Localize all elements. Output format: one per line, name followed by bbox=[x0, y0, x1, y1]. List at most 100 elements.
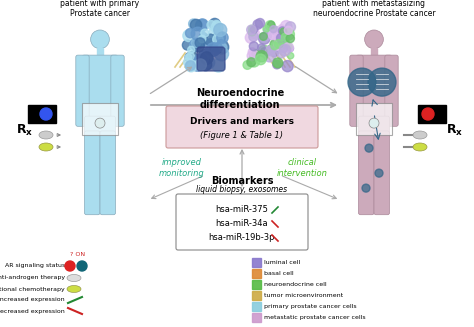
FancyBboxPatch shape bbox=[197, 47, 225, 71]
Circle shape bbox=[243, 60, 252, 69]
Circle shape bbox=[264, 27, 270, 34]
Circle shape bbox=[263, 26, 270, 32]
Bar bbox=[28, 105, 56, 123]
Circle shape bbox=[283, 31, 290, 38]
Circle shape bbox=[213, 34, 223, 44]
Circle shape bbox=[214, 24, 227, 36]
Circle shape bbox=[281, 21, 292, 32]
Circle shape bbox=[253, 20, 263, 29]
Circle shape bbox=[185, 61, 195, 71]
Circle shape bbox=[91, 30, 109, 49]
Circle shape bbox=[215, 47, 228, 61]
FancyBboxPatch shape bbox=[350, 55, 363, 126]
Circle shape bbox=[250, 50, 258, 58]
Circle shape bbox=[185, 54, 192, 61]
Circle shape bbox=[191, 59, 203, 71]
Circle shape bbox=[274, 40, 283, 48]
Circle shape bbox=[281, 33, 290, 42]
Circle shape bbox=[278, 25, 284, 31]
Circle shape bbox=[215, 32, 221, 39]
Text: luminal cell: luminal cell bbox=[264, 260, 300, 265]
Ellipse shape bbox=[67, 274, 81, 282]
Circle shape bbox=[277, 50, 285, 58]
Circle shape bbox=[369, 118, 379, 128]
Circle shape bbox=[194, 54, 208, 68]
Circle shape bbox=[201, 56, 215, 69]
Ellipse shape bbox=[413, 131, 427, 139]
Circle shape bbox=[211, 47, 219, 55]
Circle shape bbox=[200, 59, 212, 71]
Circle shape bbox=[207, 21, 216, 29]
Circle shape bbox=[268, 45, 274, 51]
Circle shape bbox=[182, 40, 192, 50]
Circle shape bbox=[255, 54, 266, 65]
Text: Drivers and markers: Drivers and markers bbox=[190, 116, 294, 126]
Bar bbox=[252, 313, 261, 322]
Circle shape bbox=[191, 58, 199, 65]
Circle shape bbox=[183, 58, 192, 66]
Circle shape bbox=[199, 52, 205, 58]
Circle shape bbox=[270, 26, 277, 33]
Circle shape bbox=[188, 46, 195, 53]
Circle shape bbox=[248, 28, 256, 36]
Bar bbox=[252, 302, 261, 311]
Circle shape bbox=[279, 27, 286, 35]
Circle shape bbox=[219, 43, 227, 51]
Text: primary prostate cancer cells: primary prostate cancer cells bbox=[264, 304, 356, 309]
Circle shape bbox=[209, 18, 220, 29]
Text: basal cell: basal cell bbox=[264, 271, 293, 276]
Circle shape bbox=[286, 34, 294, 43]
Circle shape bbox=[195, 19, 208, 32]
Circle shape bbox=[201, 52, 213, 64]
Circle shape bbox=[248, 56, 260, 67]
Circle shape bbox=[258, 45, 270, 57]
Circle shape bbox=[265, 46, 275, 56]
Circle shape bbox=[196, 53, 208, 65]
Text: hsa-miR-34a: hsa-miR-34a bbox=[216, 219, 268, 229]
Circle shape bbox=[212, 59, 225, 72]
Circle shape bbox=[280, 28, 287, 35]
Circle shape bbox=[273, 58, 283, 68]
Text: neuroendocrine cell: neuroendocrine cell bbox=[264, 282, 327, 287]
Circle shape bbox=[247, 51, 256, 60]
Bar bbox=[97, 48, 103, 58]
FancyBboxPatch shape bbox=[356, 55, 392, 122]
Circle shape bbox=[274, 34, 281, 41]
Circle shape bbox=[287, 45, 293, 52]
Circle shape bbox=[285, 22, 295, 32]
Circle shape bbox=[283, 29, 294, 40]
Circle shape bbox=[375, 169, 383, 177]
Circle shape bbox=[279, 44, 291, 56]
Circle shape bbox=[248, 48, 256, 56]
Circle shape bbox=[65, 261, 75, 271]
Circle shape bbox=[248, 26, 255, 32]
Circle shape bbox=[200, 33, 208, 41]
Circle shape bbox=[245, 32, 256, 43]
Circle shape bbox=[273, 41, 283, 50]
Circle shape bbox=[365, 30, 383, 49]
Circle shape bbox=[213, 20, 220, 28]
Circle shape bbox=[206, 43, 220, 56]
Text: decreased expression: decreased expression bbox=[0, 308, 65, 314]
Circle shape bbox=[199, 51, 212, 63]
FancyBboxPatch shape bbox=[84, 131, 100, 215]
Circle shape bbox=[271, 26, 280, 35]
Circle shape bbox=[198, 19, 208, 29]
Circle shape bbox=[270, 40, 280, 50]
Text: tumor microenvironment: tumor microenvironment bbox=[264, 293, 343, 298]
Circle shape bbox=[199, 35, 206, 43]
Circle shape bbox=[271, 42, 278, 50]
Ellipse shape bbox=[39, 131, 53, 139]
FancyBboxPatch shape bbox=[385, 55, 398, 126]
Circle shape bbox=[40, 108, 52, 120]
Circle shape bbox=[280, 38, 289, 48]
Circle shape bbox=[250, 52, 259, 61]
Circle shape bbox=[205, 34, 216, 45]
Circle shape bbox=[183, 30, 195, 42]
Circle shape bbox=[203, 50, 211, 58]
Circle shape bbox=[185, 53, 194, 62]
Circle shape bbox=[191, 38, 201, 47]
FancyBboxPatch shape bbox=[76, 55, 89, 126]
Circle shape bbox=[190, 40, 199, 49]
FancyBboxPatch shape bbox=[100, 131, 116, 215]
